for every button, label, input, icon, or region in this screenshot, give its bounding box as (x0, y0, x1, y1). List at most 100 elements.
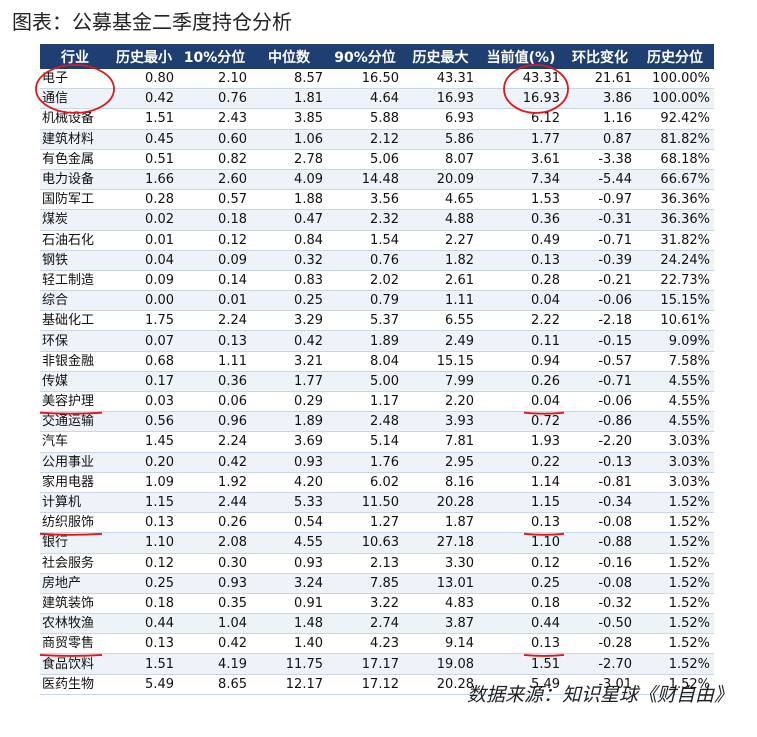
table-row: 非银金融 0.68 1.11 3.21 8.04 15.15 0.94 -0.57 7.58% (40, 351, 714, 372)
value-cell: 2.44 (178, 492, 251, 514)
value-cell: 36.36% (636, 209, 714, 231)
value-cell: 1.87 (403, 512, 478, 534)
value-cell: 1.89 (327, 330, 403, 352)
value-cell: -3.01 (564, 674, 636, 695)
value-cell: 2.49 (403, 330, 478, 352)
value-cell: 0.13 (478, 250, 564, 271)
value-cell: 2.48 (327, 411, 403, 433)
value-cell: -0.81 (564, 472, 636, 493)
value-cell: 1.51 (110, 653, 178, 675)
value-cell: 0.11 (478, 330, 564, 352)
value-cell: 1.77 (478, 129, 564, 150)
value-cell: 0.79 (327, 290, 403, 312)
value-cell: 1.04 (178, 613, 251, 635)
value-cell: 0.82 (178, 149, 251, 170)
table-row: 社会服务 0.12 0.30 0.93 2.13 3.30 0.12 -0.16 1.52% (40, 553, 714, 574)
table-header-row: 行业 历史最小 10%分位 中位数 90%分位 历史最大 当前值(%) 环比变化 历史分位 (40, 44, 714, 69)
industry-name-cell: 银行 (40, 532, 110, 554)
holdings-table: 行业 历史最小 10%分位 中位数 90%分位 历史最大 当前值(%) 环比变化 历史分位 电子… (40, 44, 714, 695)
value-cell: 12.17 (251, 674, 327, 695)
value-cell: 0.01 (178, 290, 251, 312)
value-cell: 3.24 (251, 573, 327, 594)
value-cell: 92.42% (636, 108, 714, 130)
value-cell: 1.52% (636, 674, 714, 695)
column-header: 行业 (40, 44, 110, 69)
value-cell: 1.10 (478, 532, 564, 554)
value-cell: 0.60 (178, 129, 251, 150)
value-cell: 1.52% (636, 512, 714, 534)
value-cell: 4.64 (327, 88, 403, 110)
value-cell: 0.84 (251, 230, 327, 251)
value-cell: 0.68 (110, 351, 178, 372)
industry-name-cell: 美容护理 (40, 391, 110, 413)
value-cell: 24.24% (636, 250, 714, 271)
column-header: 10%分位 (178, 44, 251, 69)
value-cell: 0.25 (251, 290, 327, 312)
value-cell: 4.55% (636, 391, 714, 413)
value-cell: 2.08 (178, 532, 251, 554)
value-cell: 0.17 (110, 371, 178, 393)
value-cell: 2.32 (327, 209, 403, 231)
value-cell: 9.09% (636, 330, 714, 352)
industry-name-cell: 国防军工 (40, 189, 110, 211)
value-cell: 1.11 (178, 351, 251, 372)
value-cell: -0.13 (564, 452, 636, 473)
table-row: 综合 0.00 0.01 0.25 0.79 1.11 0.04 -0.06 15.15% (40, 290, 714, 312)
value-cell: -0.28 (564, 633, 636, 655)
table-row: 纺织服饰 0.13 0.26 0.54 1.27 1.87 0.13 -0.08 1.52% (40, 512, 714, 534)
industry-name-cell: 计算机 (40, 492, 110, 514)
value-cell: 0.36 (478, 209, 564, 231)
value-cell: 1.52% (636, 633, 714, 655)
value-cell: -0.16 (564, 553, 636, 574)
value-cell: 0.13 (110, 633, 178, 655)
value-cell: 0.25 (478, 573, 564, 594)
value-cell: 27.18 (403, 532, 478, 554)
table-row: 商贸零售 0.13 0.42 1.40 4.23 9.14 0.13 -0.28 1.52% (40, 633, 714, 655)
value-cell: 0.72 (478, 411, 564, 433)
value-cell: 14.48 (327, 169, 403, 191)
value-cell: 0.35 (178, 593, 251, 615)
value-cell: 0.42 (251, 330, 327, 352)
value-cell: 0.83 (251, 270, 327, 292)
value-cell: 0.45 (110, 129, 178, 150)
value-cell: 5.86 (403, 129, 478, 150)
industry-name-cell: 综合 (40, 290, 110, 312)
value-cell: 1.15 (478, 492, 564, 514)
industry-name-cell: 基础化工 (40, 310, 110, 332)
value-cell: 16.93 (403, 88, 478, 110)
value-cell: 8.65 (178, 674, 251, 695)
value-cell: 1.75 (110, 310, 178, 332)
value-cell: 1.76 (327, 452, 403, 473)
value-cell: 2.61 (403, 270, 478, 292)
table-row: 公用事业 0.20 0.42 0.93 1.76 2.95 0.22 -0.13 3.03% (40, 452, 714, 473)
value-cell: 1.52% (636, 573, 714, 594)
value-cell: 2.78 (251, 149, 327, 170)
value-cell: -3.38 (564, 149, 636, 170)
column-header: 当前值(%) (478, 44, 564, 69)
value-cell: 2.24 (178, 431, 251, 453)
value-cell: 1.27 (327, 512, 403, 534)
value-cell: 0.02 (110, 209, 178, 231)
value-cell: 1.40 (251, 633, 327, 655)
value-cell: 5.00 (327, 371, 403, 393)
value-cell: 5.37 (327, 310, 403, 332)
table-row: 房地产 0.25 0.93 3.24 7.85 13.01 0.25 -0.08 1.52% (40, 573, 714, 594)
industry-name-cell: 汽车 (40, 431, 110, 453)
value-cell: -2.18 (564, 310, 636, 332)
value-cell: 1.51 (478, 653, 564, 675)
table-row: 传媒 0.17 0.36 1.77 5.00 7.99 0.26 -0.71 4.55% (40, 371, 714, 393)
value-cell: 3.86 (564, 88, 636, 110)
value-cell: 3.69 (251, 431, 327, 453)
value-cell: 5.06 (327, 149, 403, 170)
value-cell: 1.15 (110, 492, 178, 514)
value-cell: 0.13 (478, 512, 564, 534)
value-cell: 66.67% (636, 169, 714, 191)
industry-name-cell: 公用事业 (40, 452, 110, 473)
industry-name-cell: 石油石化 (40, 230, 110, 251)
value-cell: 1.45 (110, 431, 178, 453)
table-row: 环保 0.07 0.13 0.42 1.89 2.49 0.11 -0.15 9.09% (40, 330, 714, 352)
table-row: 建筑装饰 0.18 0.35 0.91 3.22 4.83 0.18 -0.32 1.52% (40, 593, 714, 615)
value-cell: 43.31 (478, 69, 564, 90)
column-header: 90%分位 (327, 44, 403, 69)
value-cell: -0.57 (564, 351, 636, 372)
